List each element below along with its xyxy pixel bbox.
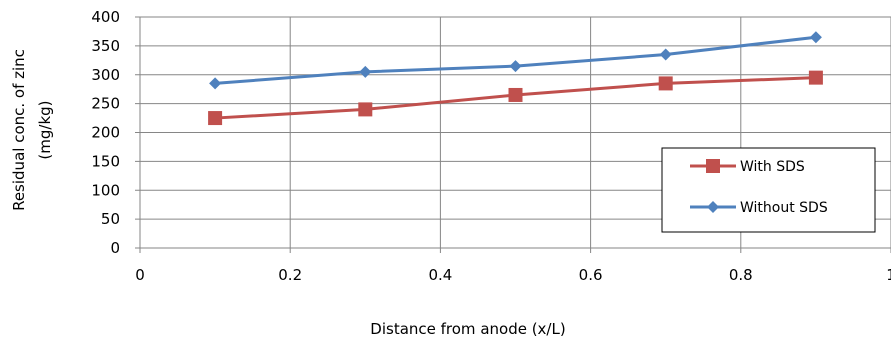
x-tick-label: 0.6 (579, 266, 603, 284)
series-without-sds (209, 31, 822, 90)
data-point (659, 48, 672, 61)
y-axis-title-line: Residual conc. of zinc (10, 49, 28, 211)
data-point (358, 102, 373, 117)
x-tick-label: 0.8 (729, 266, 753, 284)
data-point (508, 87, 523, 102)
legend-marker (707, 201, 719, 213)
legend: With SDS Without SDS (661, 147, 876, 233)
x-tick-label: 1 (886, 266, 891, 284)
data-point (509, 60, 522, 73)
x-tick-label: 0.4 (428, 266, 452, 284)
y-axis-title-line: (mg/kg) (36, 100, 54, 159)
grid (140, 16, 891, 248)
x-tick-label: 0.2 (278, 266, 302, 284)
y-tick-label: 50 (101, 210, 120, 228)
y-tick-label: 250 (91, 95, 120, 113)
series-with-sds (208, 70, 823, 126)
y-tick-label: 400 (91, 8, 120, 26)
y-tick-label: 200 (91, 124, 120, 142)
legend-label: With SDS (740, 159, 805, 175)
data-point (658, 76, 673, 91)
data-point (359, 65, 372, 78)
data-point (208, 111, 223, 126)
y-tick-label: 300 (91, 66, 120, 84)
y-tick-label: 350 (91, 37, 120, 55)
legend-marker (706, 159, 720, 173)
y-tick-label: 0 (110, 239, 120, 257)
legend-label: Without SDS (740, 200, 828, 216)
x-axis-title: Distance from anode (x/L) (370, 320, 565, 338)
axes: 0 50 100 150 200 250 300 350 400 0 0.2 0.4 0.6 0.8 1 Di… (10, 8, 891, 338)
data-point (808, 70, 823, 85)
series-area (208, 31, 823, 126)
data-point (209, 77, 222, 90)
y-tick-label: 150 (91, 152, 120, 170)
legend-box (661, 147, 876, 233)
y-tick-label: 100 (91, 181, 120, 199)
data-point (809, 31, 822, 44)
x-tick-label: 0 (135, 266, 145, 284)
